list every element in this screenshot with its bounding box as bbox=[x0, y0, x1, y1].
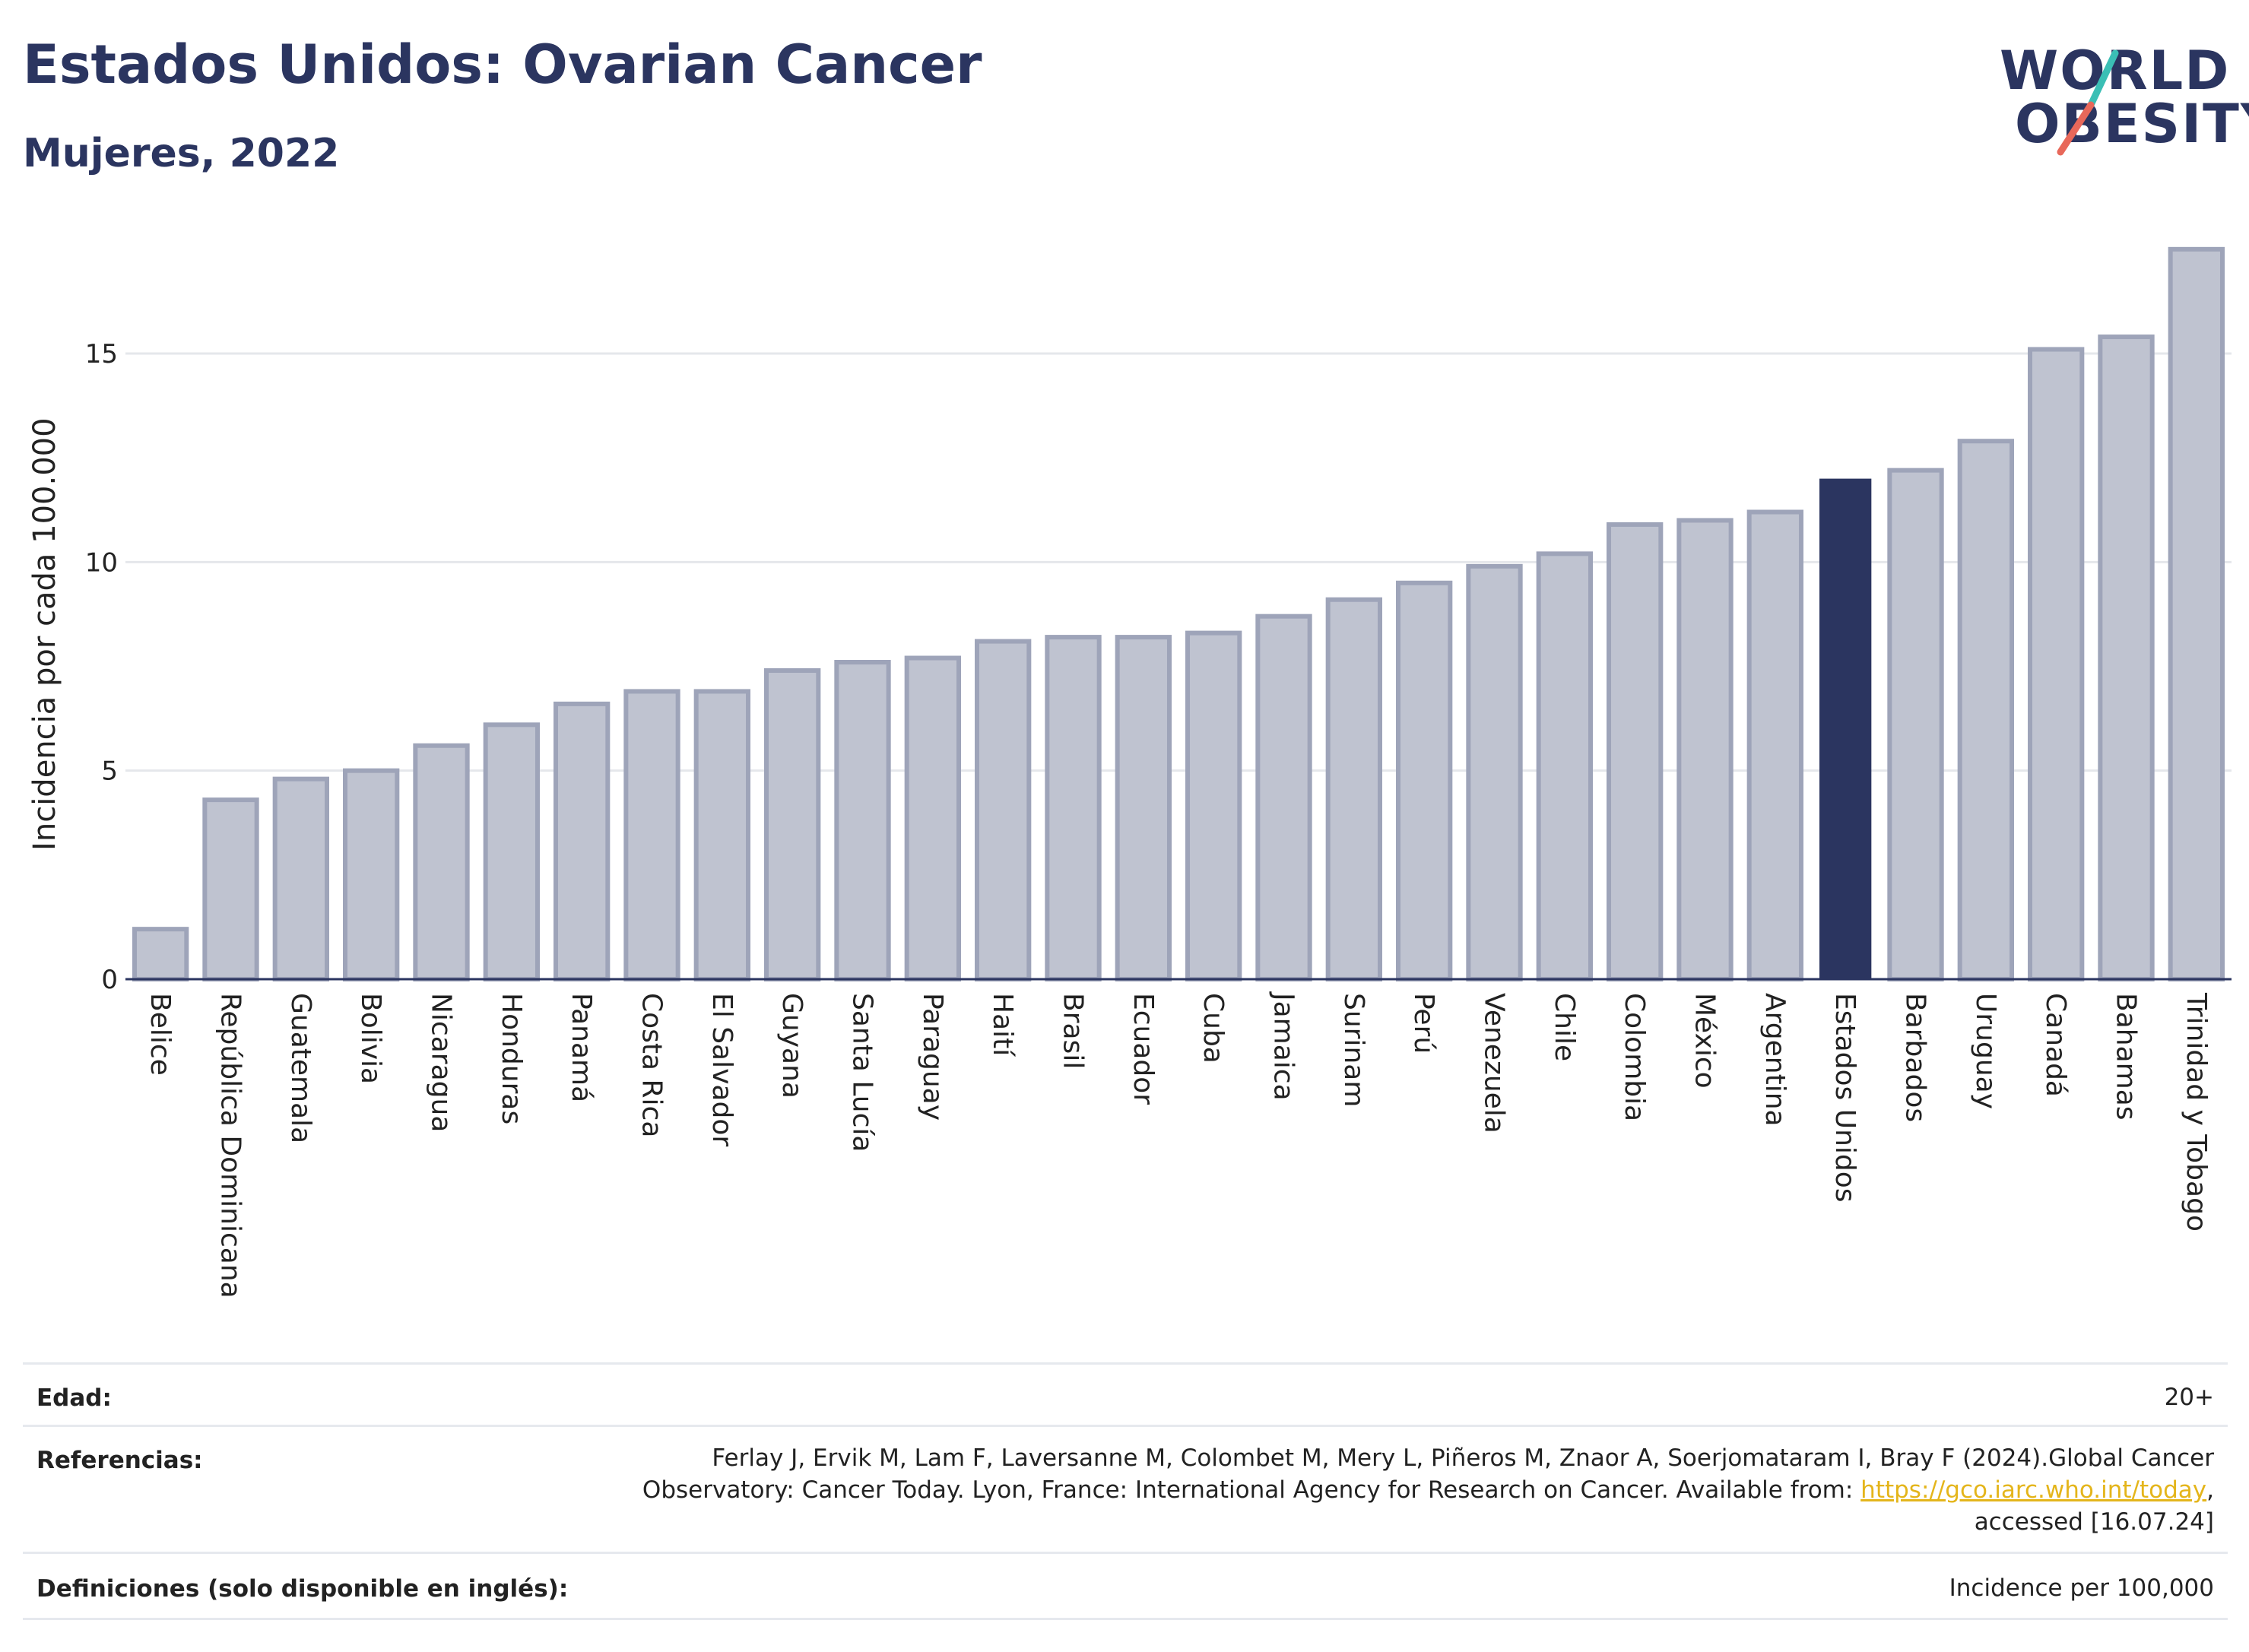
x-tick-label: Cuba bbox=[1197, 993, 1229, 1064]
bar bbox=[2168, 246, 2225, 982]
footer-row-references: Referencias: Ferlay J, Ervik M, Lam F, L… bbox=[23, 1425, 2228, 1552]
references-text: Ferlay J, Ervik M, Lam F, Laversanne M, … bbox=[465, 1442, 2214, 1538]
chart-subtitle: Mujeres, 2022 bbox=[23, 131, 340, 176]
world-obesity-logo: WORLD OBESITY bbox=[1977, 30, 2249, 160]
x-tick-label: Belice bbox=[144, 993, 176, 1076]
bar bbox=[1746, 509, 1803, 981]
bar bbox=[343, 768, 400, 982]
x-tick-label: Argentina bbox=[1759, 993, 1791, 1127]
y-tick-label: 15 bbox=[85, 339, 118, 369]
x-tick-label: México bbox=[1689, 993, 1721, 1089]
age-value: 20+ bbox=[2164, 1384, 2214, 1411]
x-tick-label: Panamá bbox=[566, 993, 597, 1102]
references-line1: Ferlay J, Ervik M, Lam F, Laversanne M, … bbox=[712, 1444, 2214, 1472]
bar bbox=[2098, 335, 2155, 981]
bar bbox=[1676, 518, 1734, 981]
bar bbox=[1887, 468, 1944, 981]
bar bbox=[1325, 597, 1382, 981]
x-tick-label: Barbados bbox=[1900, 993, 1931, 1122]
bar bbox=[483, 722, 540, 982]
x-tick-label: Perú bbox=[1408, 993, 1439, 1054]
bar bbox=[1957, 439, 2014, 981]
chart-title: Estados Unidos: Ovarian Cancer bbox=[23, 33, 982, 96]
bar bbox=[693, 689, 750, 981]
bar bbox=[975, 639, 1032, 982]
bar bbox=[554, 701, 611, 981]
bar bbox=[272, 776, 329, 981]
y-tick-label: 0 bbox=[101, 965, 118, 995]
bar-chart: 0 5 10 15 Incidencia por cada 100.000 Belice R… bbox=[27, 246, 2232, 1298]
x-tick-label: Brasil bbox=[1058, 993, 1089, 1069]
bar bbox=[764, 667, 821, 982]
x-tick-label: Venezuela bbox=[1479, 993, 1510, 1134]
x-tick-label: Paraguay bbox=[917, 993, 948, 1121]
references-link[interactable]: https://gco.iarc.who.int/today bbox=[1860, 1476, 2207, 1504]
x-tick-label: Ecuador bbox=[1128, 993, 1159, 1105]
bar bbox=[2028, 347, 2085, 982]
bar bbox=[1045, 635, 1102, 981]
bar bbox=[1536, 551, 1593, 981]
x-tick-label: Nicaragua bbox=[426, 993, 457, 1132]
x-tick-label: Bahamas bbox=[2111, 993, 2142, 1121]
bar bbox=[1115, 635, 1172, 981]
logo-slash-icon bbox=[2057, 49, 2119, 156]
references-label: Referencias: bbox=[36, 1447, 203, 1474]
references-line2-text: Observatory: Cancer Today. Lyon, France:… bbox=[642, 1476, 1861, 1504]
logo-line2: OBESITY bbox=[2015, 93, 2249, 155]
age-label: Edad: bbox=[36, 1384, 112, 1412]
x-tick-label: Jamaica bbox=[1268, 991, 1299, 1101]
x-tick-label: Haití bbox=[987, 993, 1018, 1057]
footer-row-age: Edad: 20+ bbox=[23, 1362, 2228, 1425]
bar bbox=[1255, 614, 1312, 981]
x-tick-label: República Dominicana bbox=[215, 993, 246, 1298]
footer-row-definitions: Definiciones (solo disponible en inglés)… bbox=[23, 1552, 2228, 1620]
bar bbox=[202, 797, 259, 982]
bar bbox=[413, 743, 470, 981]
y-axis-label: Incidencia por cada 100.000 bbox=[27, 417, 62, 850]
x-tick-label: Honduras bbox=[496, 993, 527, 1124]
x-tick-label: Chile bbox=[1549, 993, 1580, 1061]
x-tick-label: Surinam bbox=[1338, 993, 1369, 1107]
x-tick-label: Uruguay bbox=[1970, 993, 2001, 1109]
x-tick-label: Bolivia bbox=[355, 993, 386, 1084]
x-tick-label: Santa Lucía bbox=[847, 993, 878, 1152]
bar bbox=[904, 655, 961, 981]
x-tick-label: Guyana bbox=[776, 993, 807, 1099]
y-tick-label: 10 bbox=[85, 547, 118, 578]
bar bbox=[623, 689, 680, 981]
bar bbox=[1607, 522, 1664, 981]
x-tick-label: Colombia bbox=[1619, 993, 1650, 1121]
y-tick-label: 5 bbox=[101, 756, 118, 787]
references-line2-comma: , bbox=[2206, 1476, 2214, 1504]
x-tick-label: Estados Unidos bbox=[1829, 993, 1860, 1203]
bar bbox=[1466, 563, 1523, 981]
bar bbox=[1819, 478, 1872, 979]
x-tick-label: Costa Rica bbox=[636, 993, 668, 1137]
references-line2: Observatory: Cancer Today. Lyon, France:… bbox=[465, 1474, 2214, 1506]
bar bbox=[132, 927, 189, 982]
definitions-value: Incidence per 100,000 bbox=[1949, 1574, 2214, 1602]
bar bbox=[834, 660, 891, 981]
x-tick-label: El Salvador bbox=[706, 993, 738, 1146]
bar bbox=[1185, 630, 1242, 982]
definitions-label: Definiciones (solo disponible en inglés)… bbox=[36, 1575, 569, 1603]
references-line3: accessed [16.07.24] bbox=[1974, 1508, 2214, 1536]
x-tick-label: Trinidad y Tobago bbox=[2181, 992, 2212, 1232]
x-tick-label: Guatemala bbox=[285, 993, 316, 1143]
x-tick-label: Canadá bbox=[2040, 993, 2071, 1097]
bar bbox=[1396, 580, 1453, 981]
